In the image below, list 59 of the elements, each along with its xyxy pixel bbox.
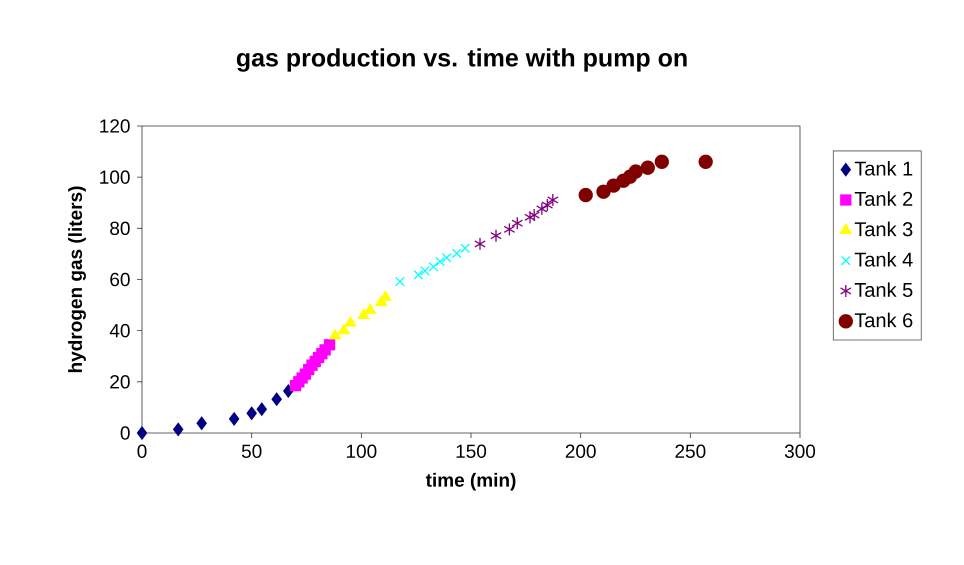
legend-label: Tank 4 xyxy=(854,252,913,267)
point xyxy=(364,304,376,314)
legend-label: Tank 3 xyxy=(854,222,912,236)
point xyxy=(596,184,611,199)
point xyxy=(272,392,282,406)
point xyxy=(442,252,452,263)
point xyxy=(420,266,430,276)
x-tick-label: 0 xyxy=(137,444,147,458)
point xyxy=(246,406,257,420)
point xyxy=(196,416,207,430)
chart-title: gas production vs. time with pump on xyxy=(236,48,687,72)
x-tick-label: 50 xyxy=(242,444,262,458)
point xyxy=(324,339,336,350)
point xyxy=(338,324,350,334)
point xyxy=(344,316,356,327)
y-tick-label: 20 xyxy=(110,375,130,389)
point xyxy=(698,154,713,169)
y-tick-label: 0 xyxy=(120,426,130,440)
x-tick-label: 200 xyxy=(566,444,596,458)
x-tick-label: 100 xyxy=(346,444,376,458)
x-tick-label: 250 xyxy=(675,444,706,458)
point xyxy=(173,422,184,436)
point xyxy=(640,160,655,175)
point xyxy=(528,208,540,222)
y-tick-label: 40 xyxy=(110,324,130,338)
point xyxy=(628,164,643,179)
point xyxy=(358,308,370,319)
point xyxy=(504,222,516,236)
x-axis-title: time (min) xyxy=(426,472,516,491)
point xyxy=(546,193,559,207)
x-tick-label: 150 xyxy=(456,444,486,458)
y-axis-title: hydrogen gas (liters) xyxy=(68,186,86,372)
point xyxy=(435,256,445,266)
legend-label: Tank 6 xyxy=(854,312,912,328)
point xyxy=(541,198,554,212)
point xyxy=(413,270,424,280)
point xyxy=(256,402,267,416)
point xyxy=(395,276,405,286)
point xyxy=(228,412,240,426)
point xyxy=(428,262,438,272)
point xyxy=(474,237,486,251)
legend-label: Tank 2 xyxy=(854,191,912,206)
point xyxy=(452,248,462,258)
y-tick-label: 80 xyxy=(110,222,130,236)
legend-label: Tank 5 xyxy=(854,282,912,297)
point xyxy=(329,329,341,340)
y-tick-label: 100 xyxy=(100,170,130,184)
y-tick-label: 60 xyxy=(110,272,130,286)
point xyxy=(490,229,502,242)
y-tick-label: 120 xyxy=(100,119,130,133)
point xyxy=(460,243,470,254)
point xyxy=(536,202,548,216)
x-tick-label: 300 xyxy=(784,444,816,458)
legend-label: Tank 1 xyxy=(854,160,912,176)
point xyxy=(578,188,593,202)
point xyxy=(524,210,536,224)
point xyxy=(136,426,148,440)
point xyxy=(511,216,524,230)
point xyxy=(654,154,669,169)
